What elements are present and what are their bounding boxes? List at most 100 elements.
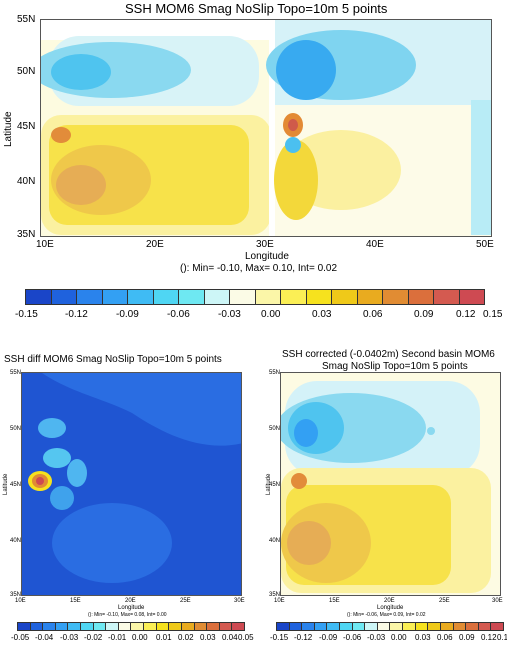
colorbar-swatch: [383, 290, 409, 304]
main-east-subtropical-core: [274, 140, 318, 220]
corrected-colorbar-tick: -0.09: [319, 633, 338, 642]
main-colorbar: [25, 289, 485, 305]
main-east-cold-eddy: [285, 137, 301, 153]
diff-south-band: [52, 503, 172, 583]
diff-colorbar-tick: -0.03: [60, 633, 79, 642]
corrected-colorbar-tick: 0.09: [459, 633, 475, 642]
main-stats-text: (): Min= -0.10, Max= 0.10, Int= 0.02: [180, 263, 338, 274]
diff-colorbar-ticks: -0.05 -0.04 -0.03 -0.02 -0.01 0.00 0.01 …: [11, 633, 254, 643]
main-west-north-edge: [41, 20, 276, 40]
main-x-tick: 30E: [256, 239, 274, 250]
diff-chart-title: SSH diff MOM6 Smag NoSlip Topo=10m 5 poi…: [4, 354, 222, 365]
diff-y-tick: 55N: [10, 370, 22, 376]
corrected-x-tick: 10E: [274, 598, 285, 604]
main-x-tick: 40E: [366, 239, 384, 250]
colorbar-swatch: [106, 623, 119, 630]
diff-colorbar-tick: 0.00: [132, 633, 148, 642]
colorbar-swatch: [340, 623, 353, 630]
corrected-y-tick: 45N: [269, 482, 281, 488]
colorbar-swatch: [403, 623, 416, 630]
diff-colorbar-tick: 0.03: [200, 633, 216, 642]
diff-eddy-3: [67, 459, 87, 487]
main-x-axis-label: Longitude: [245, 251, 289, 262]
main-colorbar-tick: 0.00: [261, 309, 281, 320]
main-chart-title: SSH MOM6 Smag NoSlip Topo=10m 5 points: [125, 1, 388, 16]
corrected-y-tick: 50N: [269, 426, 281, 432]
colorbar-swatch: [415, 623, 429, 630]
corrected-subpolar-max: [294, 419, 318, 447]
main-colorbar-tick: 0.09: [414, 309, 434, 320]
corrected-x-axis-label: Longitude: [377, 605, 404, 611]
diff-y-tick: 45N: [10, 482, 22, 488]
colorbar-swatch: [232, 623, 244, 630]
main-colorbar-tick: 0.15: [483, 309, 503, 320]
colorbar-swatch: [131, 623, 145, 630]
main-colorbar-tick: 0.03: [312, 309, 332, 320]
main-colorbar-ticks: -0.15 -0.12 -0.09 -0.06 -0.03 0.00 0.03 …: [15, 309, 502, 321]
corrected-colorbar-tick: 0.12: [481, 633, 497, 642]
main-colorbar-tick: -0.03: [218, 309, 241, 320]
corrected-y-tick: 35N: [269, 592, 281, 598]
diff-y-tick: 40N: [10, 538, 22, 544]
diff-x-axis-label: Longitude: [118, 605, 145, 611]
colorbar-swatch: [281, 290, 307, 304]
corrected-colorbar-tick: 0.03: [415, 633, 431, 642]
colorbar-swatch: [204, 290, 230, 304]
diff-contour-svg: [22, 373, 241, 595]
colorbar-swatch: [118, 623, 132, 630]
diff-x-tick: 15E: [70, 598, 81, 604]
colorbar-swatch: [179, 290, 205, 304]
colorbar-swatch: [302, 623, 315, 630]
corrected-chart-title: SSH corrected (-0.0402m) Second basin MO…: [282, 349, 495, 360]
colorbar-swatch: [352, 623, 366, 630]
corrected-colorbar-tick: -0.06: [343, 633, 362, 642]
colorbar-swatch: [289, 623, 303, 630]
corrected-small-eddy: [427, 427, 435, 435]
corrected-colorbar-tick: 0.15: [497, 633, 507, 642]
colorbar-swatch: [332, 290, 358, 304]
main-colorbar-tick: -0.09: [116, 309, 139, 320]
colorbar-swatch: [390, 623, 404, 630]
diff-colorbar-tick: 0.01: [156, 633, 172, 642]
diff-colorbar-tick: 0.02: [178, 633, 194, 642]
colorbar-swatch: [181, 623, 195, 630]
colorbar-swatch: [255, 290, 281, 304]
colorbar-swatch: [81, 623, 94, 630]
diff-colorbar: [17, 622, 245, 631]
corrected-colorbar-tick: -0.15: [270, 633, 289, 642]
corrected-boundary-eddy: [291, 473, 307, 489]
diff-hot-eddy-core: [36, 477, 44, 485]
main-y-tick: 40N: [17, 176, 36, 187]
main-y-tick: 55N: [17, 14, 36, 25]
diff-eddy-2: [43, 448, 71, 468]
corrected-colorbar: [276, 622, 504, 631]
corrected-y-tick: 40N: [269, 538, 281, 544]
colorbar-swatch: [156, 623, 170, 630]
diff-x-tick: 20E: [125, 598, 136, 604]
diff-y-tick: 50N: [10, 426, 22, 432]
corrected-x-tick: 20E: [384, 598, 395, 604]
colorbar-swatch: [357, 290, 383, 304]
colorbar-swatch: [77, 290, 103, 304]
colorbar-swatch: [68, 623, 82, 630]
corrected-colorbar-tick: -0.03: [367, 633, 386, 642]
corrected-y-tick: 55N: [269, 370, 281, 376]
main-central-ridge: [269, 20, 275, 236]
colorbar-swatch: [453, 623, 467, 630]
corrected-colorbar-tick: 0.06: [437, 633, 453, 642]
main-colorbar-tick: 0.12: [456, 309, 476, 320]
main-east-boundary-band: [471, 100, 491, 235]
colorbar-swatch: [102, 290, 128, 304]
corrected-contour-svg: [281, 373, 500, 595]
diff-eddy-1: [38, 418, 66, 438]
diff-y-tick: 35N: [10, 592, 22, 598]
corrected-contour-plot: [280, 372, 501, 596]
main-contour-svg: [41, 20, 491, 236]
main-colorbar-tick: -0.15: [15, 309, 38, 320]
main-west-boundary-eddy: [51, 127, 71, 143]
main-y-tick: 45N: [17, 121, 36, 132]
colorbar-swatch: [144, 623, 157, 630]
colorbar-swatch: [408, 290, 434, 304]
corrected-subtropical-max: [287, 521, 331, 565]
colorbar-swatch: [314, 623, 328, 630]
